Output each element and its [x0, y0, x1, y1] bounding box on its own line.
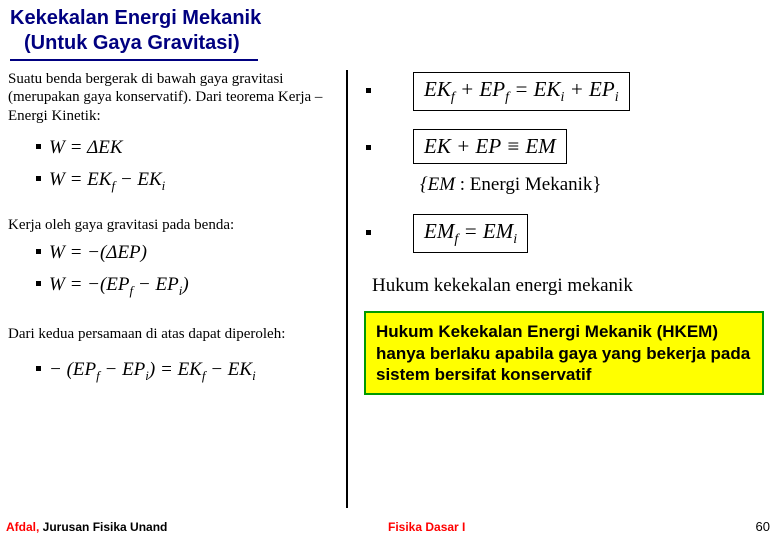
footer-author-affil: Jurusan Fisika Unand — [39, 520, 167, 534]
paragraph-intro: Suatu benda bergerak di bawah gaya gravi… — [8, 70, 338, 125]
footer-author-name: Afdal, — [6, 520, 39, 534]
paragraph-gravity-work: Kerja oleh gaya gravitasi pada benda: — [8, 216, 338, 234]
equation-w-ekf-eki: W = EKf − EKi — [8, 169, 338, 194]
footer-author: Afdal, Jurusan Fisika Unand — [6, 520, 167, 534]
em-note: {EM : Energi Mekanik} — [420, 174, 770, 196]
title-line-1: Kekekalan Energi Mekanik — [10, 7, 261, 29]
law-highlight-box: Hukum Kekekalan Energi Mekanik (HKEM) ha… — [364, 311, 764, 395]
equation-combined: − (EPf − EPi) = EKf − EKi — [8, 359, 338, 384]
footer-course: Fisika Dasar I — [388, 520, 465, 534]
equation-w-epf-epi: W = −(EPf − EPi) — [8, 274, 338, 299]
slide-title: Kekekalan Energi Mekanik (Untuk Gaya Gra… — [0, 0, 780, 56]
left-column: Suatu benda bergerak di bawah gaya gravi… — [8, 70, 338, 388]
equation-w-dek: W = ΔEK — [8, 137, 338, 159]
title-underline — [10, 59, 258, 61]
conservation-law-heading: Hukum kekekalan energi mekanik — [372, 275, 770, 297]
footer-page-number: 60 — [756, 519, 770, 534]
right-column: EKf + EPf = EKi + EPi EK + EP ≡ EM {EM :… — [360, 70, 770, 395]
content-area: Suatu benda bergerak di bawah gaya gravi… — [0, 70, 780, 512]
boxed-equation-emf-emi: EMf = EMi — [413, 214, 528, 253]
equation-w-dep: W = −(ΔEP) — [8, 242, 338, 264]
boxed-equation-conservation: EKf + EPf = EKi + EPi — [413, 72, 630, 111]
boxed-equation-em-def: EK + EP ≡ EM — [413, 129, 567, 164]
vertical-divider — [346, 70, 348, 508]
title-line-2: (Untuk Gaya Gravitasi) — [10, 31, 770, 56]
paragraph-derive: Dari kedua persamaan di atas dapat diper… — [8, 325, 338, 343]
